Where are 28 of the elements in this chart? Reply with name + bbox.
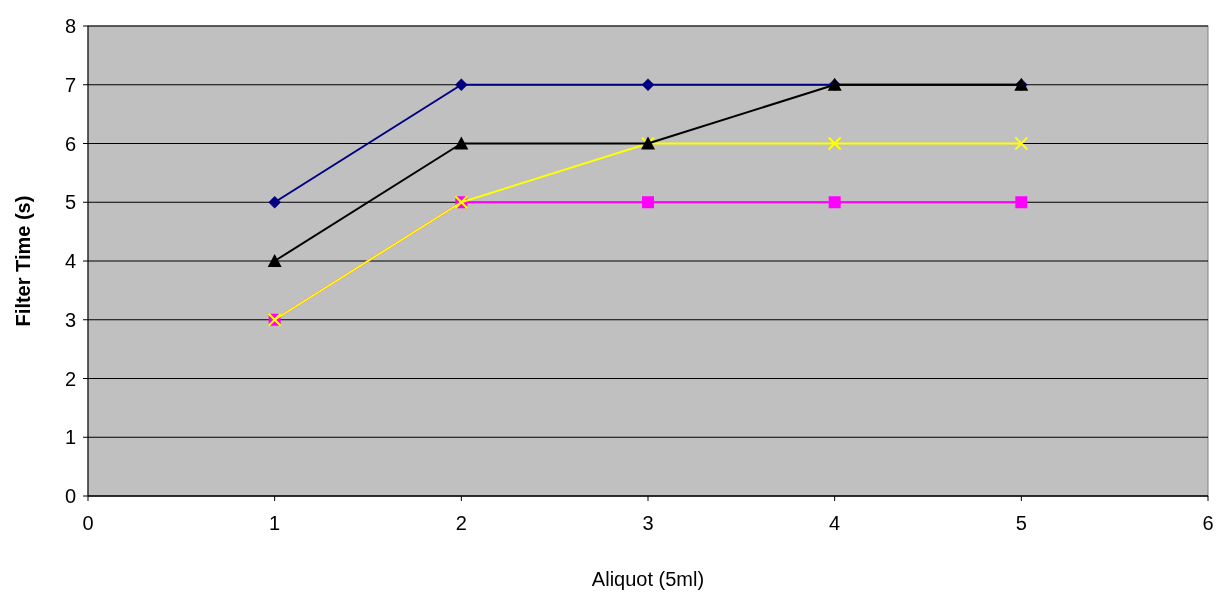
y-tick-label: 6 <box>64 132 76 155</box>
point <box>1015 196 1028 209</box>
x-tick-label: 3 <box>642 512 654 534</box>
x-axis-title: Aliquot (5ml) <box>591 568 705 590</box>
x-tick-label: 5 <box>1015 512 1027 534</box>
x-tick-label: 0 <box>82 512 94 534</box>
y-tick-label: 2 <box>64 367 76 390</box>
point <box>828 196 841 209</box>
y-tick-label: 0 <box>64 485 76 507</box>
x-tick-label: 2 <box>455 512 467 534</box>
y-tick-label: 1 <box>64 426 76 449</box>
point <box>642 196 654 209</box>
point <box>267 254 282 267</box>
x-tick-label: 4 <box>829 512 841 534</box>
x-tick-label: 6 <box>1202 512 1214 534</box>
y-tick-label: 4 <box>64 250 76 272</box>
point <box>455 78 468 91</box>
y-tick-label: 3 <box>64 308 76 331</box>
point <box>268 196 281 209</box>
y-tick-label: 8 <box>64 15 76 37</box>
point <box>827 136 842 151</box>
point <box>1014 136 1029 151</box>
x-tick-label: 1 <box>269 512 281 534</box>
y-axis-title: Filter Time (s) <box>12 195 34 327</box>
point <box>641 78 655 91</box>
y-tick-label: 5 <box>64 191 76 214</box>
y-tick-label: 7 <box>64 73 76 96</box>
point <box>454 136 469 150</box>
